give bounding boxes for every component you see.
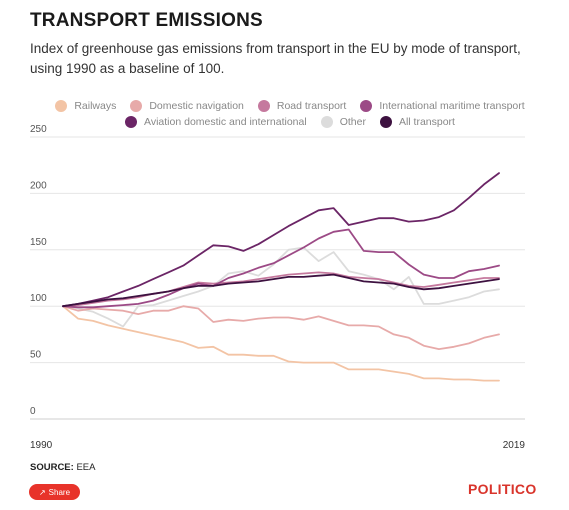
legend-swatch-international-maritime [360, 100, 373, 112]
source-note: SOURCE: EEA [30, 462, 95, 473]
legend-item-all-transport[interactable]: All transport [379, 116, 455, 128]
y-tick-label-0: 0 [30, 406, 36, 417]
legend-item-railways[interactable]: Railways [55, 100, 116, 112]
series-line-other [62, 246, 500, 328]
page-subtitle: Index of greenhouse gas emissions from t… [30, 41, 521, 76]
legend-swatch-all-transport [379, 116, 392, 128]
series-line-road-transport [62, 271, 500, 308]
legend-label-all-transport: All transport [398, 116, 455, 128]
legend-label-railways: Railways [74, 100, 117, 112]
x-tick-label-2019: 2019 [503, 440, 526, 451]
legend-item-aviation[interactable]: Aviation domestic and international [125, 116, 307, 128]
legend-label-aviation: Aviation domestic and international [144, 116, 307, 128]
y-tick-label-200: 200 [30, 180, 47, 191]
page-title: TRANSPORT EMISSIONS [30, 10, 263, 31]
chart-legend: Railways Domestic navigation Road transp… [40, 98, 540, 130]
series-line-domestic-navigation [62, 305, 500, 351]
source-value: EEA [76, 462, 96, 473]
legend-swatch-domestic-navigation [130, 100, 143, 112]
politico-logo: POLITICO [468, 481, 537, 497]
legend-swatch-railways [55, 100, 68, 112]
y-tick-label-50: 50 [30, 350, 42, 361]
share-button[interactable]: ↗ Share [29, 484, 80, 500]
legend-label-domestic-navigation: Domestic navigation [149, 100, 244, 112]
series-line-all-transport [62, 273, 500, 308]
y-tick-label-250: 250 [30, 125, 47, 135]
line-chart: 0 50 100 150 200 250 1990 2019 [30, 125, 526, 451]
legend-swatch-road-transport [257, 100, 270, 112]
legend-item-other[interactable]: Other [320, 116, 366, 128]
legend-row-2: Aviation domestic and international Othe… [40, 114, 540, 130]
legend-label-road-transport: Road transport [276, 100, 347, 112]
share-icon: ↗ [38, 487, 46, 497]
source-label: SOURCE: [30, 462, 74, 473]
legend-item-international-maritime[interactable]: International maritime transport [360, 100, 525, 112]
share-label: Share [48, 487, 71, 497]
legend-item-road-transport[interactable]: Road transport [257, 100, 347, 112]
legend-swatch-other [320, 116, 333, 128]
x-tick-label-1990: 1990 [30, 440, 53, 451]
series-line-international-maritime-transport [62, 228, 500, 309]
legend-row-1: Railways Domestic navigation Road transp… [40, 98, 540, 114]
series-line-aviation-domestic-and-international [62, 172, 500, 308]
y-tick-label-150: 150 [30, 237, 47, 248]
legend-item-domestic-navigation[interactable]: Domestic navigation [130, 100, 244, 112]
series-line-railways [62, 305, 500, 382]
legend-swatch-aviation [125, 116, 138, 128]
y-tick-label-100: 100 [30, 293, 47, 304]
legend-label-other: Other [339, 116, 366, 128]
legend-label-international-maritime: International maritime transport [379, 100, 525, 112]
